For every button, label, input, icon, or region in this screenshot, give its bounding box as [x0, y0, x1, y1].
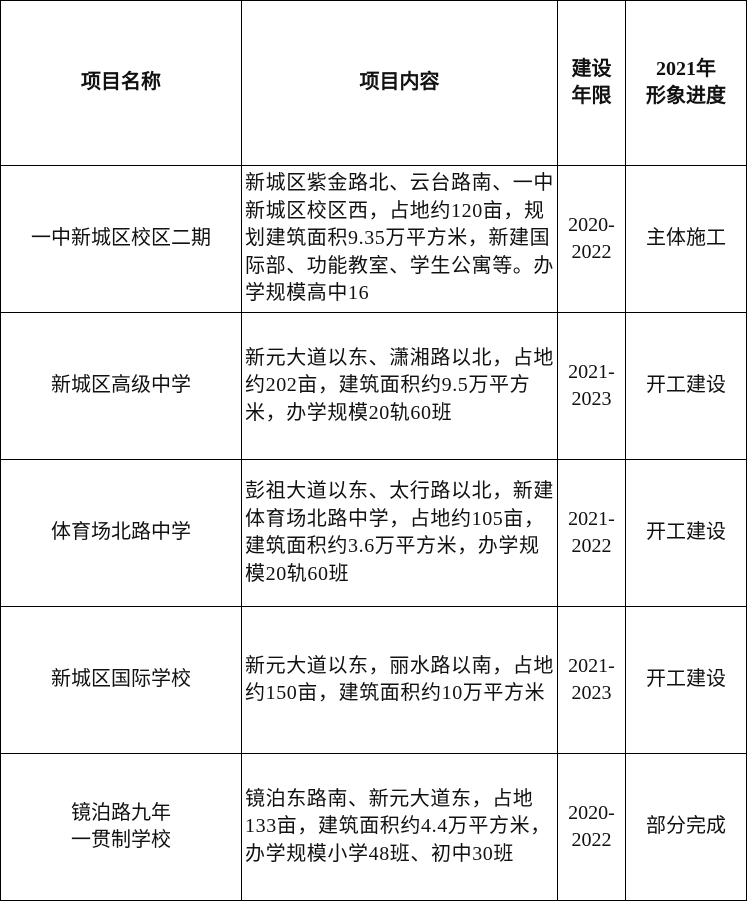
construction-period: 2021-2022 — [557, 459, 626, 607]
header-project-content: 项目内容 — [241, 0, 558, 166]
project-name: 一中新城区校区二期 — [0, 165, 242, 313]
table-row: 镜泊路九年 一贯制学校 镜泊东路南、新元大道东，占地133亩，建筑面积约4.4万… — [0, 753, 747, 901]
header-row: 项目名称 项目内容 建设 年限 2021年 形象进度 — [0, 0, 747, 166]
progress-status: 开工建设 — [625, 606, 747, 754]
construction-period: 2021-2023 — [557, 312, 626, 460]
progress-status: 部分完成 — [625, 753, 747, 901]
progress-status: 开工建设 — [625, 459, 747, 607]
header-construction-period: 建设 年限 — [557, 0, 626, 166]
project-name: 新城区国际学校 — [0, 606, 242, 754]
project-name: 镜泊路九年 一贯制学校 — [0, 753, 242, 901]
project-content: 新元大道以东、潇湘路以北，占地约202亩，建筑面积约9.5万平方米，办学规模20… — [241, 312, 558, 460]
project-content: 新元大道以东，丽水路以南，占地约150亩，建筑面积约10万平方米 — [241, 606, 558, 754]
header-project-name: 项目名称 — [0, 0, 242, 166]
construction-period: 2021-2023 — [557, 606, 626, 754]
construction-period: 2020-2022 — [557, 753, 626, 901]
table-row: 体育场北路中学 彭祖大道以东、太行路以北，新建体育场北路中学，占地约105亩，建… — [0, 459, 747, 607]
table-row: 新城区国际学校 新元大道以东，丽水路以南，占地约150亩，建筑面积约10万平方米… — [0, 606, 747, 754]
project-content: 镜泊东路南、新元大道东，占地133亩，建筑面积约4.4万平方米，办学规模小学48… — [241, 753, 558, 901]
construction-period: 2020-2022 — [557, 165, 626, 313]
table-row: 一中新城区校区二期 新城区紫金路北、云台路南、一中新城区校区西，占地约120亩，… — [0, 165, 747, 313]
project-name: 体育场北路中学 — [0, 459, 242, 607]
table-row: 新城区高级中学 新元大道以东、潇湘路以北，占地约202亩，建筑面积约9.5万平方… — [0, 312, 747, 460]
project-name: 新城区高级中学 — [0, 312, 242, 460]
project-content: 彭祖大道以东、太行路以北，新建体育场北路中学，占地约105亩，建筑面积约3.6万… — [241, 459, 558, 607]
progress-status: 主体施工 — [625, 165, 747, 313]
project-content: 新城区紫金路北、云台路南、一中新城区校区西，占地约120亩，规划建筑面积9.35… — [241, 165, 558, 313]
progress-status: 开工建设 — [625, 312, 747, 460]
header-2021-progress: 2021年 形象进度 — [625, 0, 747, 166]
